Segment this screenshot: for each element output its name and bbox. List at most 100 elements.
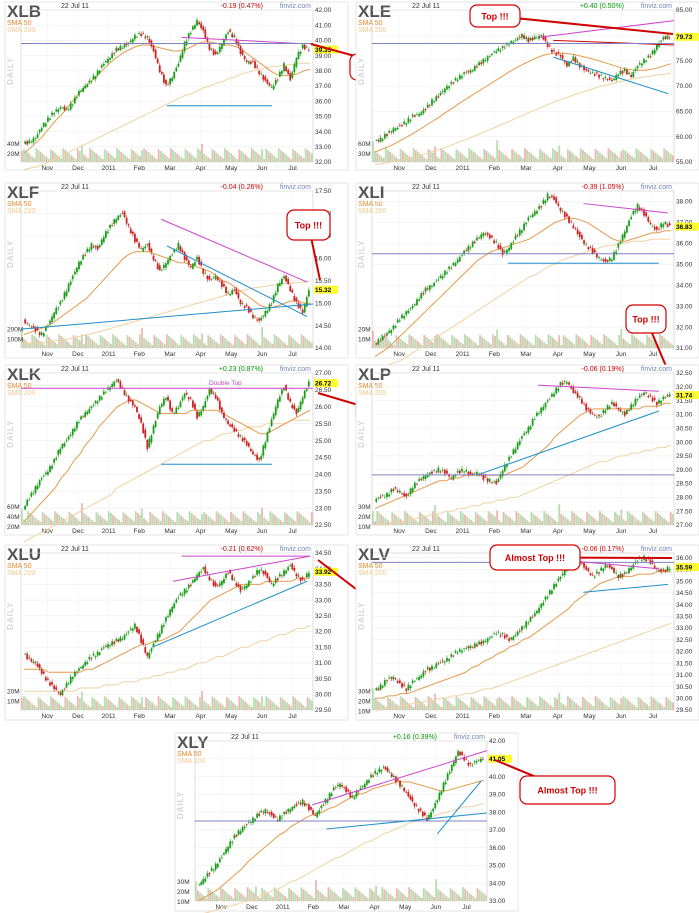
candle-body xyxy=(245,60,248,62)
volume-bar xyxy=(257,343,259,348)
candle-body xyxy=(510,243,513,250)
candle-body xyxy=(173,249,176,253)
y-tick-label: 36.00 xyxy=(315,98,332,105)
volume-bar xyxy=(132,340,135,348)
candle-body xyxy=(407,684,410,690)
x-tick-label: Apr xyxy=(196,713,207,720)
candle-body xyxy=(493,240,495,244)
sma50-line xyxy=(375,402,671,509)
candle-body xyxy=(668,223,671,226)
candle-body xyxy=(662,224,665,228)
candle-body xyxy=(295,58,298,67)
volume-bar xyxy=(614,343,616,348)
candle-body xyxy=(401,493,403,495)
candle-body xyxy=(210,48,213,50)
volume-tick-label: 20M xyxy=(358,699,371,706)
volume-bar xyxy=(416,151,419,162)
candle-body xyxy=(177,63,180,67)
volume-bar xyxy=(192,514,195,525)
candle-body xyxy=(316,812,319,818)
volume-bar xyxy=(269,152,272,162)
date-label: 22 Jul 11 xyxy=(412,546,440,553)
candle-body xyxy=(233,427,236,432)
volume-bar xyxy=(215,895,218,901)
volume-bar xyxy=(105,698,108,710)
volume-bar xyxy=(155,706,158,710)
candle-body xyxy=(666,224,669,227)
last-price-tag xyxy=(314,285,338,294)
y-tick-label: 30.00 xyxy=(676,695,693,702)
volume-bar xyxy=(487,511,490,525)
candle-body xyxy=(200,411,203,416)
volume-bar xyxy=(577,705,580,710)
candle-body xyxy=(63,292,66,300)
volume-bar xyxy=(526,150,529,162)
candle-body xyxy=(497,631,500,633)
candle-body xyxy=(403,121,406,124)
y-tick-label: 15.50 xyxy=(315,278,332,285)
x-tick-label: May xyxy=(583,713,596,720)
volume-bar xyxy=(236,336,239,348)
candle-body xyxy=(570,386,573,389)
candle-body xyxy=(372,775,374,777)
ticker-label: XLP xyxy=(358,365,391,384)
volume-bar xyxy=(134,152,137,162)
volume-bar xyxy=(663,148,666,162)
period-label: DAILY xyxy=(357,57,366,85)
volume-bar xyxy=(302,889,305,901)
volume-bar xyxy=(509,336,511,348)
candle-body xyxy=(187,584,190,588)
volume-bar xyxy=(406,513,409,525)
volume-bar xyxy=(103,338,106,348)
candle-body xyxy=(501,470,504,477)
x-tick-label: Feb xyxy=(134,713,146,720)
volume-bar xyxy=(485,150,488,162)
ticker-label: XLF xyxy=(7,183,39,202)
volume-bar xyxy=(271,154,274,162)
volume-bar xyxy=(186,150,189,162)
volume-bar xyxy=(395,335,398,348)
x-tick-label: Nov xyxy=(393,713,405,720)
volume-bar xyxy=(481,336,484,348)
volume-bar xyxy=(669,700,672,710)
volume-bar xyxy=(524,707,526,710)
candle-body xyxy=(173,71,176,79)
x-tick-label: Apr xyxy=(553,713,564,720)
y-tick-label: 30.50 xyxy=(676,684,693,691)
y-tick-label: 75.00 xyxy=(676,58,693,65)
sma200-legend: SMA 200 xyxy=(7,570,36,577)
candle-body xyxy=(636,66,639,69)
volume-bar xyxy=(556,522,559,525)
candle-body xyxy=(623,411,626,416)
volume-bar xyxy=(344,889,346,901)
volume-bar xyxy=(168,158,170,162)
candle-body xyxy=(426,667,429,670)
last-price-tag xyxy=(675,563,699,572)
volume-bar xyxy=(464,514,466,525)
volume-bar xyxy=(511,149,514,162)
volume-bar xyxy=(436,703,439,710)
candle-body xyxy=(223,412,225,418)
x-tick-label: May xyxy=(225,351,238,358)
candle-body xyxy=(183,252,186,260)
volume-bar xyxy=(528,341,531,348)
y-tick-label: 30.50 xyxy=(676,425,693,432)
x-tick-label: Jul xyxy=(649,165,658,172)
volume-bar xyxy=(155,336,158,348)
x-tick-label: Apr xyxy=(196,351,207,358)
volume-bar xyxy=(250,890,253,901)
volume-bar xyxy=(244,513,247,525)
candle-body xyxy=(602,259,605,261)
y-tick-label: 23.00 xyxy=(315,505,332,512)
candle-body xyxy=(111,384,114,388)
candle-body xyxy=(516,442,519,450)
change-label: +0.40 (0.50%) xyxy=(580,3,624,10)
candle-body xyxy=(218,583,221,586)
volume-bar xyxy=(667,522,670,525)
volume-bar xyxy=(423,335,426,348)
candle-body xyxy=(418,114,421,117)
candle-body xyxy=(407,117,410,123)
candle-body xyxy=(540,603,543,608)
candle-body xyxy=(278,574,281,577)
